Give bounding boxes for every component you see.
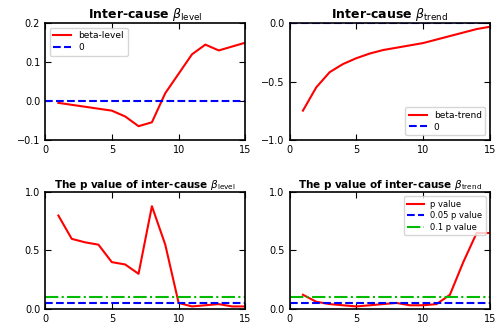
beta-level (229, 44, 235, 48)
p value (434, 302, 440, 306)
p value (447, 293, 453, 297)
0 (286, 21, 292, 25)
p value (394, 301, 400, 305)
p value (460, 260, 466, 264)
p value (340, 303, 346, 307)
p value (326, 302, 332, 306)
beta-trend (354, 56, 360, 60)
0 (42, 99, 48, 103)
beta-level (242, 41, 248, 45)
Title: The p value of inter-cause $\beta_{\mathrm{trend}}$: The p value of inter-cause $\beta_{\math… (298, 178, 482, 192)
p value (354, 304, 360, 308)
Line: p value: p value (303, 233, 490, 306)
beta-trend (340, 62, 346, 66)
0.1 p value (300, 295, 306, 299)
beta-level (109, 109, 115, 113)
beta-trend (447, 34, 453, 38)
p value (420, 303, 426, 307)
beta-trend (326, 70, 332, 74)
beta-level (96, 107, 102, 111)
p value (300, 293, 306, 297)
beta-trend (420, 41, 426, 45)
Legend: p value, 0.05 p value, 0.1 p value: p value, 0.05 p value, 0.1 p value (404, 197, 486, 235)
Title: Inter-cause $\beta_{\mathrm{trend}}$: Inter-cause $\beta_{\mathrm{trend}}$ (331, 6, 448, 23)
p value (407, 303, 413, 307)
beta-trend (300, 109, 306, 113)
p value (487, 231, 493, 235)
beta-trend (380, 48, 386, 52)
beta-level (136, 124, 141, 128)
beta-level (216, 48, 222, 52)
p value (474, 231, 480, 235)
Legend: beta-trend, 0: beta-trend, 0 (405, 107, 485, 135)
beta-trend (407, 43, 413, 47)
Legend: beta-level, 0: beta-level, 0 (50, 28, 128, 56)
0 (300, 21, 306, 25)
beta-trend (474, 27, 480, 31)
beta-level (149, 120, 155, 124)
Title: The p value of inter-cause $\beta_{\mathrm{level}}$: The p value of inter-cause $\beta_{\math… (54, 178, 236, 192)
beta-trend (487, 25, 493, 29)
beta-level (56, 101, 62, 105)
beta-level (189, 52, 195, 56)
beta-level (82, 105, 88, 109)
beta-trend (394, 46, 400, 50)
beta-level (162, 91, 168, 95)
p value (314, 300, 320, 304)
Line: beta-trend: beta-trend (303, 27, 490, 111)
Line: beta-level: beta-level (58, 43, 246, 126)
beta-level (122, 115, 128, 119)
beta-trend (314, 85, 320, 89)
p value (380, 302, 386, 306)
beta-trend (366, 51, 372, 55)
beta-level (176, 72, 182, 76)
beta-level (202, 42, 208, 46)
beta-level (68, 103, 74, 107)
p value (366, 303, 372, 307)
Title: Inter-cause $\beta_{\mathrm{level}}$: Inter-cause $\beta_{\mathrm{level}}$ (88, 6, 202, 23)
beta-trend (460, 31, 466, 35)
beta-trend (434, 38, 440, 42)
0.1 p value (286, 295, 292, 299)
0.05 p value (300, 301, 306, 305)
0.05 p value (286, 301, 292, 305)
0 (56, 99, 62, 103)
